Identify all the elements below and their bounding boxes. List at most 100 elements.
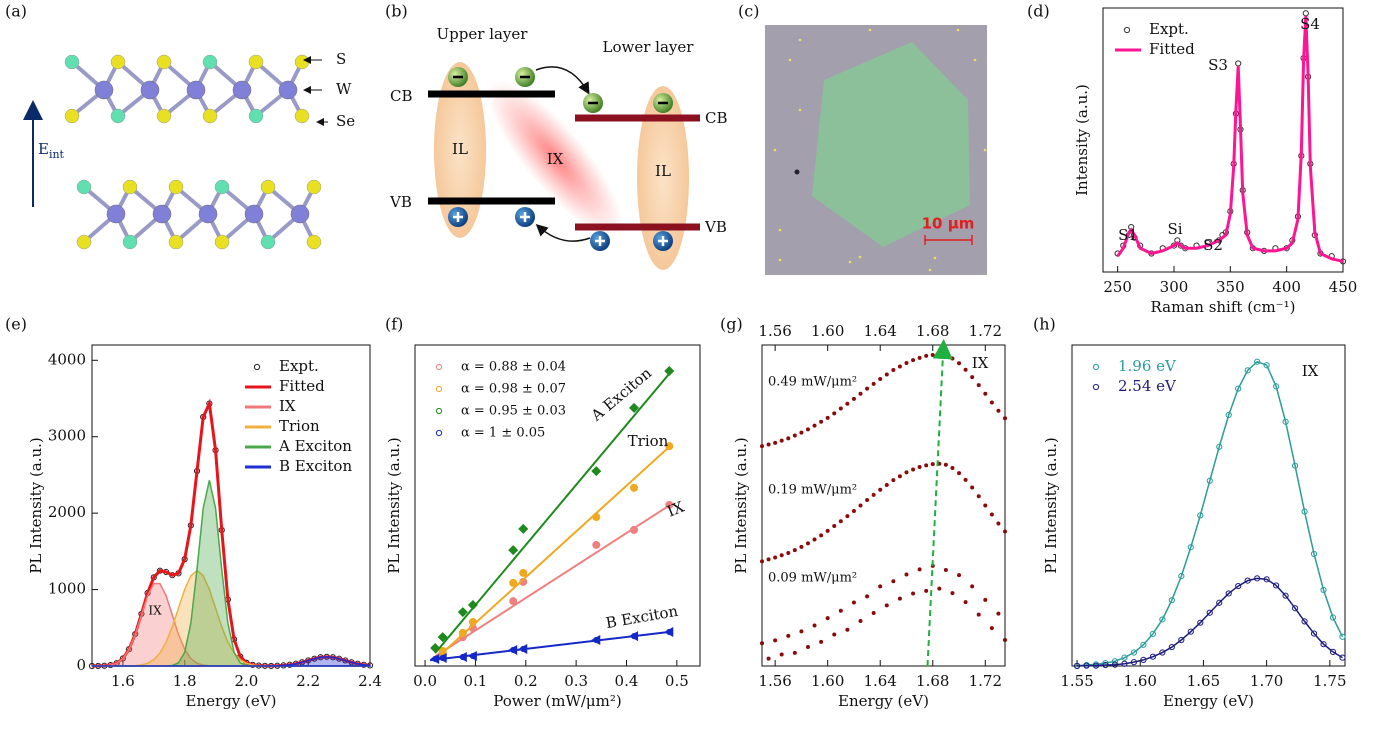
data-point	[996, 521, 1001, 526]
arrow	[535, 223, 591, 242]
data-point	[1149, 653, 1156, 660]
data-point	[812, 423, 817, 428]
data-point	[897, 474, 902, 479]
atom	[202, 108, 218, 124]
atom	[278, 80, 298, 100]
marker	[509, 578, 518, 587]
data-point	[1273, 582, 1280, 589]
data-point	[858, 503, 863, 508]
speck	[788, 58, 792, 62]
data-point	[976, 383, 981, 388]
legend-label: Fitted	[279, 377, 325, 395]
data-point	[1263, 362, 1270, 369]
data-point	[963, 600, 968, 605]
data-point	[957, 471, 962, 476]
legend-marker	[1092, 363, 1100, 371]
legend-label: Expt.	[1149, 20, 1189, 38]
data-point	[943, 353, 948, 358]
data-point	[1291, 605, 1299, 612]
data-point	[1310, 630, 1318, 637]
series-line	[1077, 577, 1343, 667]
data-point	[819, 533, 824, 538]
annotation: IX	[665, 497, 687, 520]
data-point	[1178, 573, 1185, 580]
atom-label: S	[336, 50, 346, 68]
data-point	[891, 478, 896, 483]
data-point	[989, 626, 994, 631]
series-label: 0.19 mW/μm²	[768, 483, 857, 498]
panel-b: Upper layer Lower layer CB VB CB VB IL I…	[389, 25, 728, 270]
annotation: B Exciton	[604, 602, 679, 632]
x-tick-label: 2.4	[358, 672, 382, 690]
data-point	[1235, 385, 1242, 392]
data-point	[924, 463, 929, 468]
x-tick-label: 1.60	[1124, 672, 1157, 690]
legend-label: 2.54 eV	[1118, 377, 1177, 395]
data-point	[792, 650, 797, 655]
annotation: S3	[1208, 56, 1228, 74]
data-point	[983, 503, 988, 508]
atom	[248, 108, 264, 124]
x-tick-label: 1.64	[864, 672, 897, 690]
data-point	[773, 555, 778, 560]
x-tick-label-top: 1.72	[969, 322, 1002, 340]
data-point	[1216, 599, 1223, 606]
data-point	[957, 573, 962, 578]
data-point	[1159, 616, 1166, 623]
atom-label: Se	[336, 112, 355, 130]
data-point	[950, 591, 955, 596]
chart: 1.56 1.56 1.60 1.60 1.64 1.64 1.68 1.68 1.72 1.72…	[732, 322, 1007, 710]
plot-frame	[1071, 344, 1346, 667]
data-point	[937, 352, 942, 357]
speck	[778, 258, 782, 262]
data-point	[832, 411, 837, 416]
atom	[76, 234, 92, 250]
data-point	[819, 639, 824, 644]
data-point	[1339, 633, 1346, 640]
legend-marker	[435, 407, 443, 415]
legend-label: Fitted	[1149, 40, 1195, 58]
chart: 1.6 1.8 2.0 2.2 2.4 0 1000 2000 3000 4000 Energy (…	[27, 344, 382, 710]
data-point	[871, 381, 876, 386]
legend-label: Expt.	[279, 357, 319, 375]
x-tick-label: 1.6	[111, 672, 135, 690]
annotation: A Exciton	[587, 364, 655, 426]
data-point	[884, 482, 889, 487]
data-point	[805, 541, 810, 546]
x-tick-label: 2.2	[296, 672, 320, 690]
speck	[798, 108, 802, 112]
data-point	[845, 401, 850, 406]
marker	[508, 545, 519, 556]
data-point	[897, 596, 902, 601]
atom	[260, 234, 276, 250]
data-point	[871, 492, 876, 497]
atom	[76, 179, 92, 195]
data-point	[832, 632, 837, 637]
panel-label: (f)	[385, 315, 403, 334]
speck	[798, 38, 802, 42]
data-point	[917, 567, 922, 572]
data-point	[851, 396, 856, 401]
speck	[794, 169, 800, 175]
speck	[778, 228, 782, 232]
data-point	[851, 508, 856, 513]
atom	[186, 80, 206, 100]
speck	[773, 148, 777, 152]
speck	[928, 268, 932, 272]
y-axis-label: PL Intensity (a.u.)	[27, 437, 45, 574]
legend-marker	[253, 363, 261, 371]
data-point	[786, 633, 791, 638]
atom	[156, 108, 172, 124]
atom	[122, 179, 138, 195]
flake	[812, 42, 970, 247]
atom	[202, 54, 218, 70]
x-tick-label: 1.75	[1313, 672, 1346, 690]
annotation: S1	[1118, 226, 1138, 244]
x-tick-label: 0.3	[564, 672, 588, 690]
data-point	[779, 553, 784, 558]
data-point	[786, 436, 791, 441]
x-tick-label: 1.70	[1250, 672, 1283, 690]
panel-c: 10 µm	[765, 25, 987, 275]
atom	[64, 108, 80, 124]
